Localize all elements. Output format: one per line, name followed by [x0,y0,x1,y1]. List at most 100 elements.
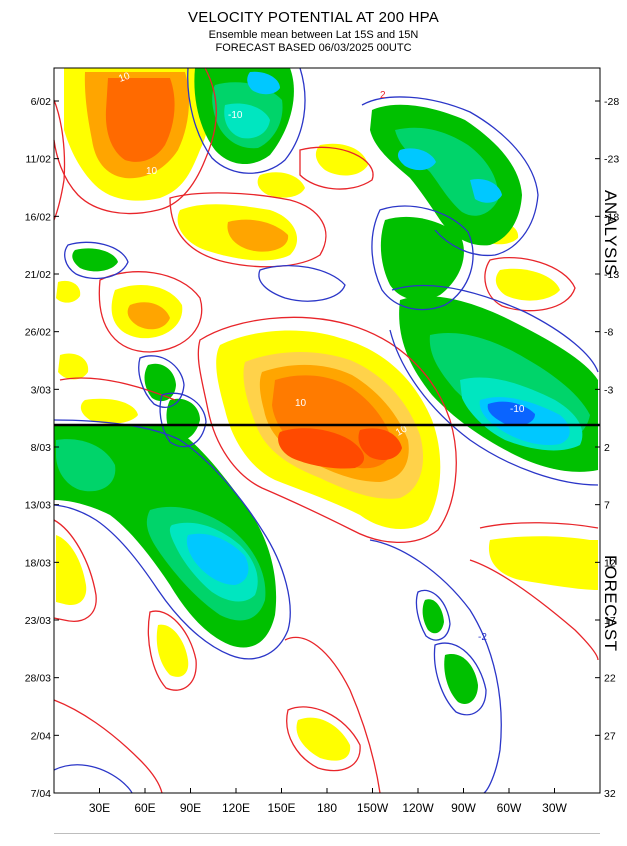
negative-contour [415,589,451,641]
negative-region-green [72,248,118,272]
x-tick-label: 120W [402,801,434,815]
negative-region-cyan [247,71,280,95]
positive-region-yellow [56,535,87,606]
contour-label: -10 [510,404,525,415]
y-tick-label-right: 12 [604,557,616,569]
negative-contour [138,355,185,408]
y-tick-label-right: -3 [604,384,613,396]
contour-lines [53,67,599,794]
y-tick-label-right: -13 [604,269,619,281]
negative-contour [391,284,599,373]
contour-label: 10 [394,423,410,438]
x-tick-label: 150W [357,801,389,815]
contour-label: 2 [380,90,386,101]
negative-region-lightcyan [186,533,249,585]
positive-contour [98,271,203,353]
positive-contour [299,146,374,190]
x-tick-label: 150E [267,801,295,815]
analysis-side-label: ANALYSIS [601,190,620,276]
positive-region-yellow [296,717,351,761]
positive-contour [469,559,599,661]
negative-contour [389,329,599,486]
contour-label-group: 10 10 10 10 -10 -10 2 -2 [117,71,525,643]
negative-contour [64,241,129,280]
axis-ticks: 6/02 11/02 16/02 21/02 26/02 3/03 8/03 13/03 18/… [25,96,620,815]
positive-contour [479,522,599,529]
contour-label: -10 [228,110,243,121]
positive-contour [284,636,381,794]
y-tick-label-left: 23/03 [25,615,51,627]
forecast-side-label: FORECAST [601,555,620,652]
positive-region-yellow [488,536,598,590]
positive-contour [53,699,163,794]
positive-contour [169,192,327,268]
contour-label: 10 [117,71,132,85]
positive-region-yellow [80,398,138,424]
y-tick-label-left: 2/04 [31,730,52,742]
x-tick-label: 120E [222,801,250,815]
positive-region-yellow [58,353,89,380]
chart-title: VELOCITY POTENTIAL AT 200 HPA [188,9,439,26]
negative-contour [187,67,306,174]
negative-region-green [444,654,478,705]
negative-contour [371,205,474,311]
x-tick-label: 90W [451,801,476,815]
positive-region-yellow [56,280,81,303]
negative-contour [159,392,207,448]
positive-contour [53,99,66,221]
negative-region-blue [487,401,535,426]
contour-label: -2 [478,632,487,643]
negative-contour [433,642,487,716]
y-tick-label-left: 7/04 [31,788,52,800]
x-tick-label: 60W [497,801,522,815]
x-tick-label: 60E [134,801,155,815]
positive-region-yellow [257,172,305,198]
contour-label: 10 [295,398,307,409]
y-tick-label-right: -8 [604,327,613,339]
positive-region-orange [227,219,289,252]
positive-contour [484,257,576,312]
chart-subtitle-ensemble: Ensemble mean between Lat 15S and 15N [208,29,419,41]
negative-region-teal [395,127,499,216]
y-tick-label-right: 32 [604,788,616,800]
y-tick-label-right: 22 [604,673,616,685]
y-tick-label-right: 7 [604,500,610,512]
negative-region-cyan [224,103,270,139]
y-tick-label-left: 11/02 [26,154,52,166]
y-tick-label-right: 2 [604,442,610,454]
x-tick-label: 30W [542,801,567,815]
y-tick-label-left: 18/03 [25,557,51,569]
negative-contour [369,539,502,794]
y-tick-label-right: -23 [604,154,619,166]
y-tick-label-right: 17 [604,615,616,627]
y-tick-label-right: -18 [604,211,619,223]
positive-region-orange [127,302,170,330]
y-tick-label-left: 6/02 [31,96,52,108]
contour-label: 10 [146,166,158,177]
positive-contour [59,377,176,401]
chart-subtitle-forecast-base: FORECAST BASED 06/03/2025 00UTC [215,42,412,54]
negative-contour [258,264,346,302]
positive-region-yellow [156,624,189,677]
negative-contour [361,96,539,257]
positive-region-deepred [278,428,365,469]
y-tick-label-left: 21/02 [25,269,51,281]
y-tick-label-left: 13/03 [25,500,51,512]
positive-region-darkorange [105,78,175,162]
positive-contour [147,610,197,691]
contour-field [54,68,598,761]
negative-contour [53,764,133,794]
y-tick-label-right: 27 [604,730,616,742]
bottom-rule [54,833,600,834]
y-tick-label-left: 26/02 [25,327,51,339]
positive-region-deepred [358,428,402,460]
positive-contour [53,519,97,622]
y-tick-label-left: 28/03 [25,673,51,685]
negative-region-teal [56,439,116,492]
positive-contour [286,706,361,772]
positive-contour [197,316,457,544]
x-tick-label: 180 [317,801,337,815]
y-tick-label-right: -28 [604,96,619,108]
x-tick-label: 90E [180,801,201,815]
